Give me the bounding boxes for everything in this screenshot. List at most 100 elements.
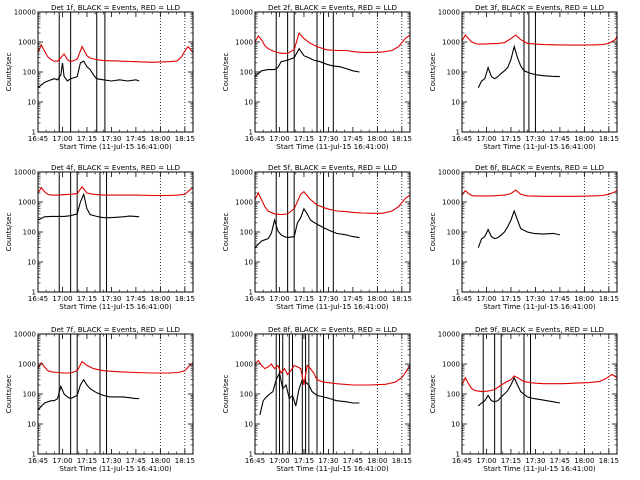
- plot-frame: [254, 11, 411, 133]
- x-tick-label: 18:00: [574, 457, 594, 465]
- x-tick-label: 17:15: [77, 295, 97, 303]
- y-tick-label: 10: [27, 99, 36, 107]
- x-tick-label: 18:15: [392, 457, 412, 465]
- x-tick-label: 18:15: [175, 457, 195, 465]
- y-axis-title: Counts/sec: [222, 213, 230, 252]
- y-tick-label: 10000: [14, 331, 36, 339]
- x-tick-label: 17:00: [476, 295, 496, 303]
- x-axis-title: Start Time (11-Jul-15 16:41:00): [59, 302, 172, 311]
- x-tick-label: 17:15: [501, 295, 521, 303]
- y-tick-label: 100: [23, 391, 36, 399]
- x-tick-label: 17:45: [343, 457, 363, 465]
- x-axis-title: Start Time (11-Jul-15 16:41:00): [59, 464, 172, 473]
- x-tick-label: 17:00: [269, 457, 289, 465]
- x-tick-label: 17:45: [550, 295, 570, 303]
- x-tick-label: 17:00: [269, 295, 289, 303]
- x-tick-label: 18:15: [599, 295, 619, 303]
- y-tick-label: 1: [32, 129, 36, 137]
- panel-title: Det 8f, BLACK = Events, RED = LLD: [268, 325, 398, 334]
- panel-title: Det 3f, BLACK = Events, RED = LLD: [475, 3, 605, 12]
- plot-frame: [37, 333, 194, 455]
- x-tick-label: 18:15: [599, 457, 619, 465]
- y-axis-title: Counts/sec: [5, 375, 13, 414]
- x-tick-label: 16:45: [452, 457, 472, 465]
- y-tick-label: 10000: [14, 9, 36, 17]
- panel-det-5: Det 5f, BLACK = Events, RED = LLD 1 10 100 1…: [222, 163, 412, 311]
- y-tick-label: 10: [27, 259, 36, 267]
- panel-title: Det 9f, BLACK = Events, RED = LLD: [475, 325, 605, 334]
- x-tick-label: 17:45: [126, 457, 146, 465]
- y-tick-label: 1: [456, 129, 460, 137]
- series-lld-line: [38, 43, 193, 63]
- x-tick-label: 18:15: [175, 135, 195, 143]
- x-tick-label: 16:45: [245, 457, 265, 465]
- y-tick-label: 10000: [231, 169, 253, 177]
- x-tick-label: 17:30: [525, 295, 545, 303]
- panel-title: Det 5f, BLACK = Events, RED = LLD: [268, 163, 398, 172]
- panel-det-3: Det 3f, BLACK = Events, RED = LLD 1 10 100 1…: [429, 3, 619, 151]
- y-tick-label: 10: [244, 99, 253, 107]
- y-tick-label: 10000: [231, 9, 253, 17]
- series-events-line: [38, 60, 140, 89]
- panel-title: Det 7f, BLACK = Events, RED = LLD: [51, 325, 181, 334]
- y-tick-label: 10: [451, 259, 460, 267]
- x-tick-label: 16:45: [245, 135, 265, 143]
- y-tick-label: 10000: [231, 331, 253, 339]
- series-lld-line: [255, 359, 410, 386]
- x-tick-label: 17:45: [126, 135, 146, 143]
- y-tick-label: 1: [249, 451, 253, 459]
- x-axis-title: Start Time (11-Jul-15 16:41:00): [483, 302, 596, 311]
- x-tick-label: 18:15: [392, 135, 412, 143]
- y-tick-label: 10: [451, 99, 460, 107]
- x-tick-label: 17:30: [525, 135, 545, 143]
- y-tick-label: 10: [27, 421, 36, 429]
- panel-det-1: Det 1f, BLACK = Events, RED = LLD 1 10 100 1…: [5, 3, 195, 151]
- x-tick-label: 18:00: [574, 135, 594, 143]
- x-tick-label: 17:45: [550, 457, 570, 465]
- series-lld-line: [38, 360, 193, 374]
- panel-title: Det 2f, BLACK = Events, RED = LLD: [268, 3, 398, 12]
- y-tick-label: 1000: [442, 39, 460, 47]
- panel-det-8: Det 8f, BLACK = Events, RED = LLD 1 10 100 1…: [222, 325, 412, 473]
- y-axis-title: Counts/sec: [5, 213, 13, 252]
- y-axis-title: Counts/sec: [5, 53, 13, 92]
- x-tick-label: 16:45: [452, 135, 472, 143]
- x-tick-label: 17:15: [77, 457, 97, 465]
- x-tick-label: 16:45: [28, 295, 48, 303]
- series-lld-line: [462, 373, 617, 393]
- series-events-line: [477, 44, 560, 88]
- x-tick-label: 17:30: [101, 135, 121, 143]
- series-events-line: [255, 47, 360, 78]
- y-tick-label: 100: [447, 391, 460, 399]
- panel-title: Det 6f, BLACK = Events, RED = LLD: [475, 163, 605, 172]
- series-events-line: [477, 209, 561, 248]
- x-tick-label: 18:00: [150, 295, 170, 303]
- x-tick-label: 17:15: [501, 135, 521, 143]
- x-tick-label: 16:45: [28, 135, 48, 143]
- panel-det-2: Det 2f, BLACK = Events, RED = LLD 1 10 100 1…: [222, 3, 412, 151]
- x-tick-label: 16:45: [28, 457, 48, 465]
- y-tick-label: 10000: [438, 331, 460, 339]
- x-tick-label: 17:00: [52, 295, 72, 303]
- x-tick-label: 17:30: [101, 295, 121, 303]
- y-tick-label: 1000: [18, 199, 36, 207]
- plot-frame: [461, 11, 618, 133]
- series-lld-line: [255, 190, 410, 216]
- panel-det-7: Det 7f, BLACK = Events, RED = LLD 1 10 100 1…: [5, 325, 195, 473]
- y-tick-label: 1: [456, 451, 460, 459]
- x-tick-label: 17:45: [343, 295, 363, 303]
- x-tick-label: 17:00: [52, 457, 72, 465]
- y-tick-label: 10000: [438, 9, 460, 17]
- x-tick-label: 18:00: [367, 457, 387, 465]
- x-tick-label: 17:15: [294, 295, 314, 303]
- y-axis-title: Counts/sec: [222, 53, 230, 92]
- x-axis-title: Start Time (11-Jul-15 16:41:00): [483, 464, 596, 473]
- y-axis-title: Counts/sec: [429, 213, 437, 252]
- x-tick-label: 18:00: [367, 295, 387, 303]
- series-events-line: [255, 207, 360, 249]
- x-axis-title: Start Time (11-Jul-15 16:41:00): [276, 142, 389, 151]
- y-tick-label: 1000: [442, 361, 460, 369]
- x-tick-label: 18:00: [150, 135, 170, 143]
- x-tick-label: 17:45: [126, 295, 146, 303]
- x-tick-label: 17:30: [525, 457, 545, 465]
